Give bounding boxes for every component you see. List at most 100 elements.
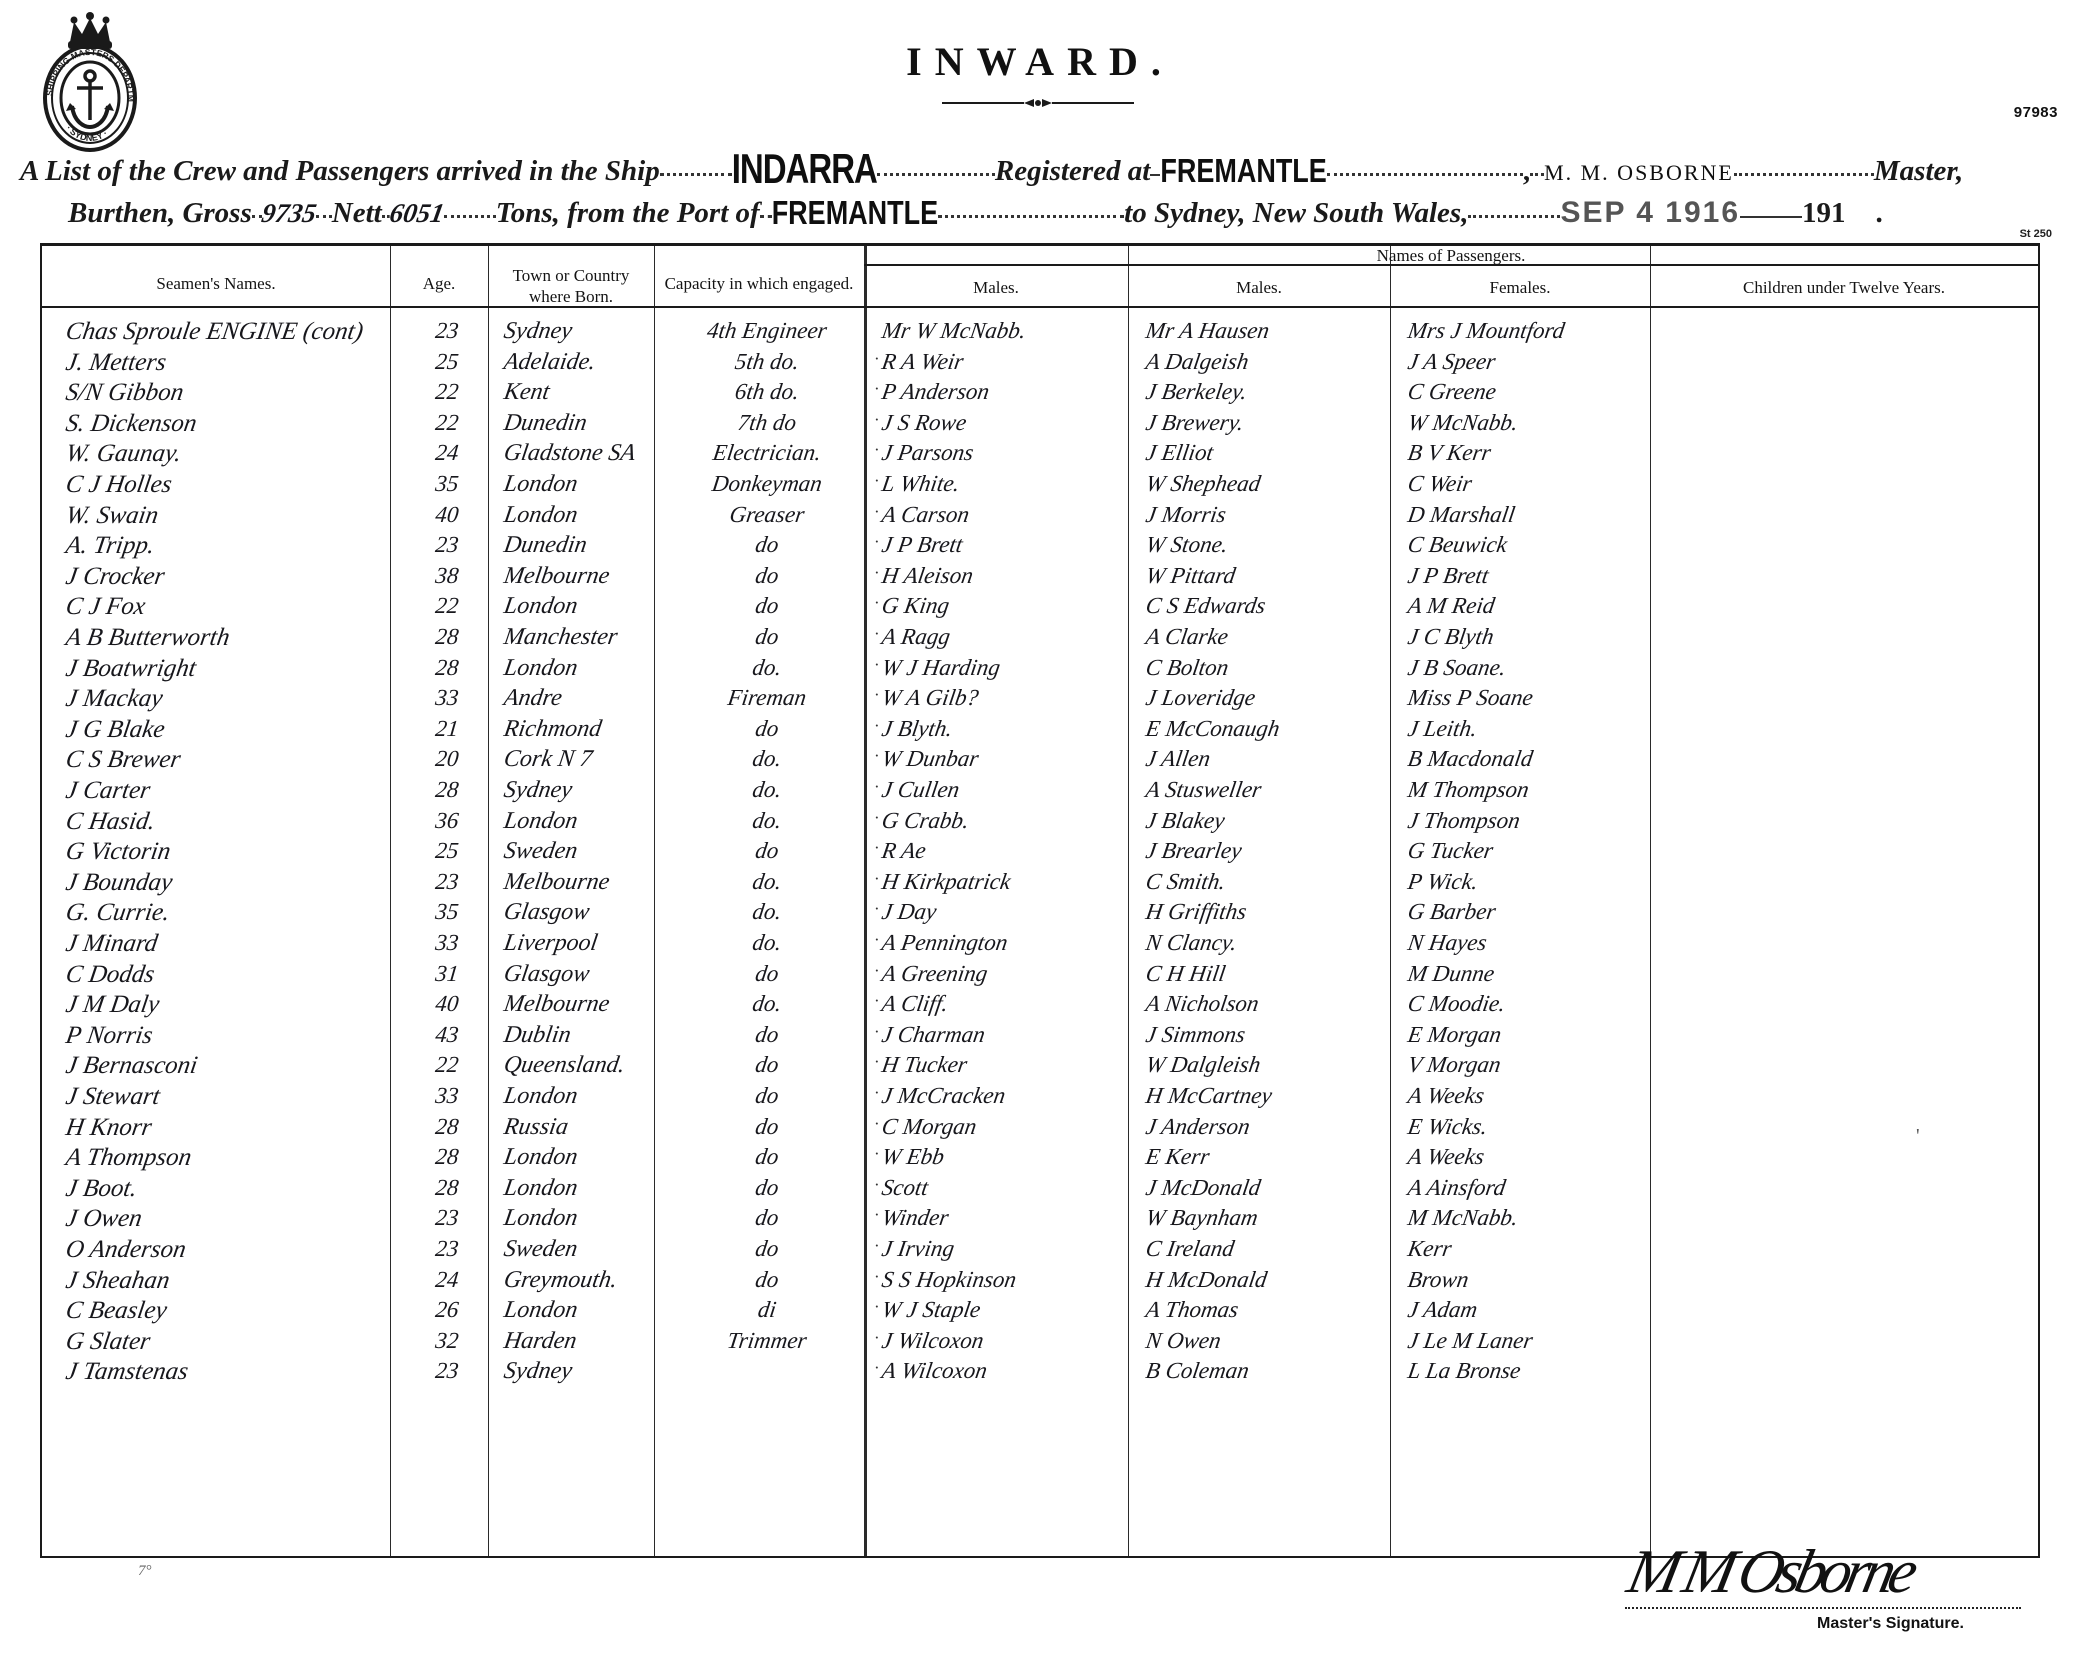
- passenger-female-cell: E Morgan: [1406, 1021, 1504, 1047]
- column-header-born: Town or Country where Born.: [488, 266, 654, 307]
- crew-age-cell: 32: [434, 1327, 460, 1353]
- table-row: C Beasley 26 London di · W J Staple A Thomas J …: [42, 1297, 2038, 1328]
- table-row: J G Blake 21 Richmond do · J Blyth. E McConaug…: [42, 716, 2038, 747]
- passenger-male-1-cell: R Ae: [880, 838, 928, 864]
- crew-age-cell: 23: [434, 1358, 460, 1384]
- ditto-dot: ·: [874, 1236, 880, 1255]
- ditto-dot: ·: [874, 777, 880, 796]
- crew-name-cell: J Minard: [63, 930, 160, 957]
- passenger-male-2-cell: W Stone.: [1144, 532, 1230, 558]
- ditto-dot: ·: [874, 379, 880, 399]
- passenger-female-cell: M Thompson: [1406, 777, 1531, 802]
- crew-age-cell: 43: [434, 1021, 460, 1047]
- passenger-female-cell: M McNabb.: [1406, 1205, 1520, 1231]
- crew-birthplace-cell: Melbourne: [502, 562, 612, 589]
- col-divider-children: [1650, 246, 1651, 1556]
- arrival-date-stamp: SEP 4 1916: [1560, 196, 1741, 229]
- ditto-dot: ·: [874, 1205, 880, 1225]
- ditto-dot: ·: [874, 1266, 880, 1286]
- table-row: J Bernasconi 22 Queensland. do · H Tucker W Da…: [42, 1052, 2038, 1083]
- crew-name-cell: J Boatwright: [63, 654, 199, 682]
- crew-birthplace-cell: Kent: [502, 379, 552, 406]
- table-row: G Slater 32 Harden Trimmer · J Wilcoxon N Owen…: [42, 1328, 2038, 1359]
- passenger-female-cell: G Tucker: [1406, 838, 1496, 864]
- ditto-dot: ·: [874, 1021, 880, 1041]
- passenger-male-1-cell: G Crabb.: [880, 807, 971, 833]
- crew-age-cell: 40: [434, 991, 460, 1017]
- passenger-female-cell: G Barber: [1406, 899, 1498, 925]
- crew-age-cell: 33: [434, 930, 460, 955]
- table-row: J Tamstenas 23 Sydney · A Wilcoxon B Coleman L…: [42, 1358, 2038, 1389]
- pencil-annotation: 7°: [138, 1563, 152, 1579]
- passenger-male-1-cell: J Charman: [880, 1021, 987, 1047]
- crew-name-cell: C J Holles: [63, 471, 174, 498]
- table-row: J Owen 23 London do · Winder W Baynham M McNabb…: [42, 1205, 2038, 1236]
- crew-name-cell: A B Butterworth: [63, 624, 232, 651]
- column-header-males-2: Males.: [1236, 278, 1282, 297]
- crew-birthplace-cell: Glasgow: [502, 960, 592, 987]
- column-header-capacity: Capacity in which engaged.: [664, 274, 854, 293]
- crew-age-cell: 28: [434, 777, 460, 802]
- registered-at-value: FREMANTLE: [1160, 152, 1327, 190]
- crew-name-cell: J Tamstenas: [63, 1358, 191, 1386]
- passenger-female-cell: A Weeks: [1406, 1144, 1487, 1170]
- crew-capacity-cell: do: [753, 1083, 781, 1108]
- passenger-male-1-cell: A Ragg: [880, 624, 952, 649]
- passenger-male-2-cell: J Elliot: [1144, 440, 1216, 466]
- header-group-divider: [864, 264, 2038, 266]
- ornamental-rule: [942, 99, 1134, 107]
- ditto-dot: ·: [874, 624, 880, 643]
- crew-capacity-cell: Donkeyman: [710, 471, 824, 496]
- crew-birthplace-cell: London: [502, 593, 580, 620]
- passenger-male-1-cell: A Greening: [880, 960, 990, 986]
- crew-name-cell: W. Swain: [63, 501, 161, 529]
- crew-birthplace-cell: London: [502, 471, 580, 497]
- passenger-female-cell: J A Speer: [1406, 348, 1498, 374]
- passenger-male-1-cell: W Ebb: [880, 1144, 947, 1170]
- crew-birthplace-cell: Dunedin: [502, 532, 589, 559]
- passenger-male-2-cell: E McConaugh: [1144, 715, 1282, 741]
- crew-birthplace-cell: London: [502, 1083, 580, 1109]
- crew-name-cell: C Hasid.: [63, 807, 158, 835]
- crew-capacity-cell: do: [753, 1174, 781, 1200]
- passenger-male-2-cell: J Allen: [1144, 746, 1213, 772]
- crew-age-cell: 36: [434, 807, 460, 833]
- ditto-dot: ·: [874, 746, 880, 766]
- crew-age-cell: 28: [434, 624, 460, 649]
- crew-age-cell: 23: [434, 1236, 460, 1261]
- crew-name-cell: H Knorr: [63, 1113, 154, 1141]
- passenger-male-1-cell: H Tucker: [880, 1052, 970, 1078]
- col-divider-age: [390, 246, 391, 1556]
- passenger-male-1-cell: W J Harding: [880, 654, 1003, 680]
- passenger-male-1-cell: A Carson: [880, 501, 972, 527]
- crew-capacity-cell: do: [753, 1236, 781, 1261]
- passenger-male-1-cell: C Morgan: [880, 1113, 979, 1139]
- crew-age-cell: 35: [434, 471, 460, 496]
- crew-name-cell: J Crocker: [63, 562, 167, 590]
- crew-capacity-cell: 4th Engineer: [705, 318, 829, 343]
- crew-capacity-cell: do: [753, 593, 781, 619]
- crew-birthplace-cell: Sweden: [502, 838, 580, 865]
- passenger-male-2-cell: Mr A Hausen: [1144, 318, 1272, 343]
- crew-birthplace-cell: Melbourne: [502, 868, 612, 895]
- manifest-table: Names of Passengers. Seamen's Names. Age…: [40, 243, 2040, 1558]
- passenger-female-cell: J Thompson: [1406, 807, 1522, 833]
- crew-age-cell: 33: [434, 685, 460, 711]
- table-row: J Sheahan 24 Greymouth. do · S S Hopkinson H M…: [42, 1267, 2038, 1298]
- passenger-male-1-cell: W Dunbar: [880, 746, 981, 772]
- passenger-male-2-cell: J Brewery.: [1144, 409, 1246, 435]
- passenger-male-2-cell: J Anderson: [1144, 1113, 1252, 1139]
- crew-birthplace-cell: Dunedin: [502, 409, 589, 436]
- crew-name-cell: W. Gaunay.: [63, 440, 184, 468]
- column-header-born-line2: where Born.: [528, 286, 614, 306]
- crew-capacity-cell: do.: [750, 991, 784, 1017]
- crew-birthplace-cell: Queensland.: [502, 1052, 627, 1079]
- crew-age-cell: 22: [434, 593, 460, 619]
- passenger-male-2-cell: B Coleman: [1144, 1358, 1251, 1384]
- list-of-crew-label: A List of the Crew and Passengers arrive…: [20, 155, 660, 187]
- crew-name-cell: S. Dickenson: [63, 409, 199, 437]
- passengers-group-header: Names of Passengers.: [1376, 246, 1526, 265]
- crew-capacity-cell: do: [753, 1021, 781, 1047]
- crew-age-cell: 28: [434, 1113, 460, 1139]
- table-body: Chas Sproule ENGINE (cont) 23 Sydney 4th En…: [42, 246, 2038, 1556]
